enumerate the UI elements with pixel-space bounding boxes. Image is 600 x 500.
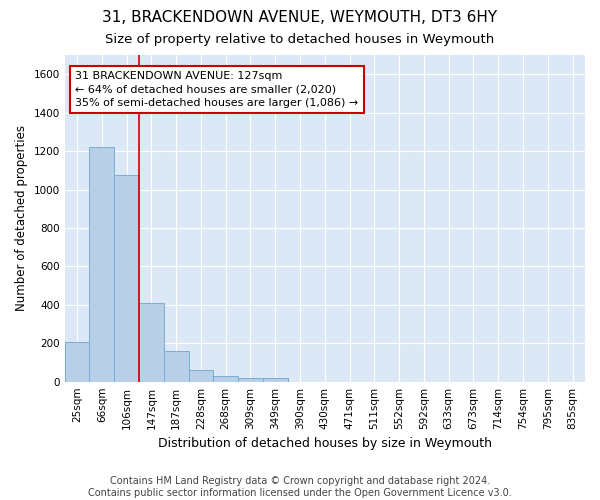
Bar — [214, 376, 238, 382]
Bar — [114, 175, 139, 382]
Bar — [164, 351, 188, 382]
Bar — [139, 303, 164, 382]
Bar — [65, 342, 89, 382]
Y-axis label: Number of detached properties: Number of detached properties — [15, 126, 28, 312]
Bar — [89, 147, 114, 382]
X-axis label: Distribution of detached houses by size in Weymouth: Distribution of detached houses by size … — [158, 437, 492, 450]
Text: 31, BRACKENDOWN AVENUE, WEYMOUTH, DT3 6HY: 31, BRACKENDOWN AVENUE, WEYMOUTH, DT3 6H… — [103, 10, 497, 25]
Text: Contains HM Land Registry data © Crown copyright and database right 2024.
Contai: Contains HM Land Registry data © Crown c… — [88, 476, 512, 498]
Bar — [263, 378, 287, 382]
Text: Size of property relative to detached houses in Weymouth: Size of property relative to detached ho… — [106, 32, 494, 46]
Bar — [238, 378, 263, 382]
Bar — [188, 370, 214, 382]
Text: 31 BRACKENDOWN AVENUE: 127sqm
← 64% of detached houses are smaller (2,020)
35% o: 31 BRACKENDOWN AVENUE: 127sqm ← 64% of d… — [75, 72, 358, 108]
